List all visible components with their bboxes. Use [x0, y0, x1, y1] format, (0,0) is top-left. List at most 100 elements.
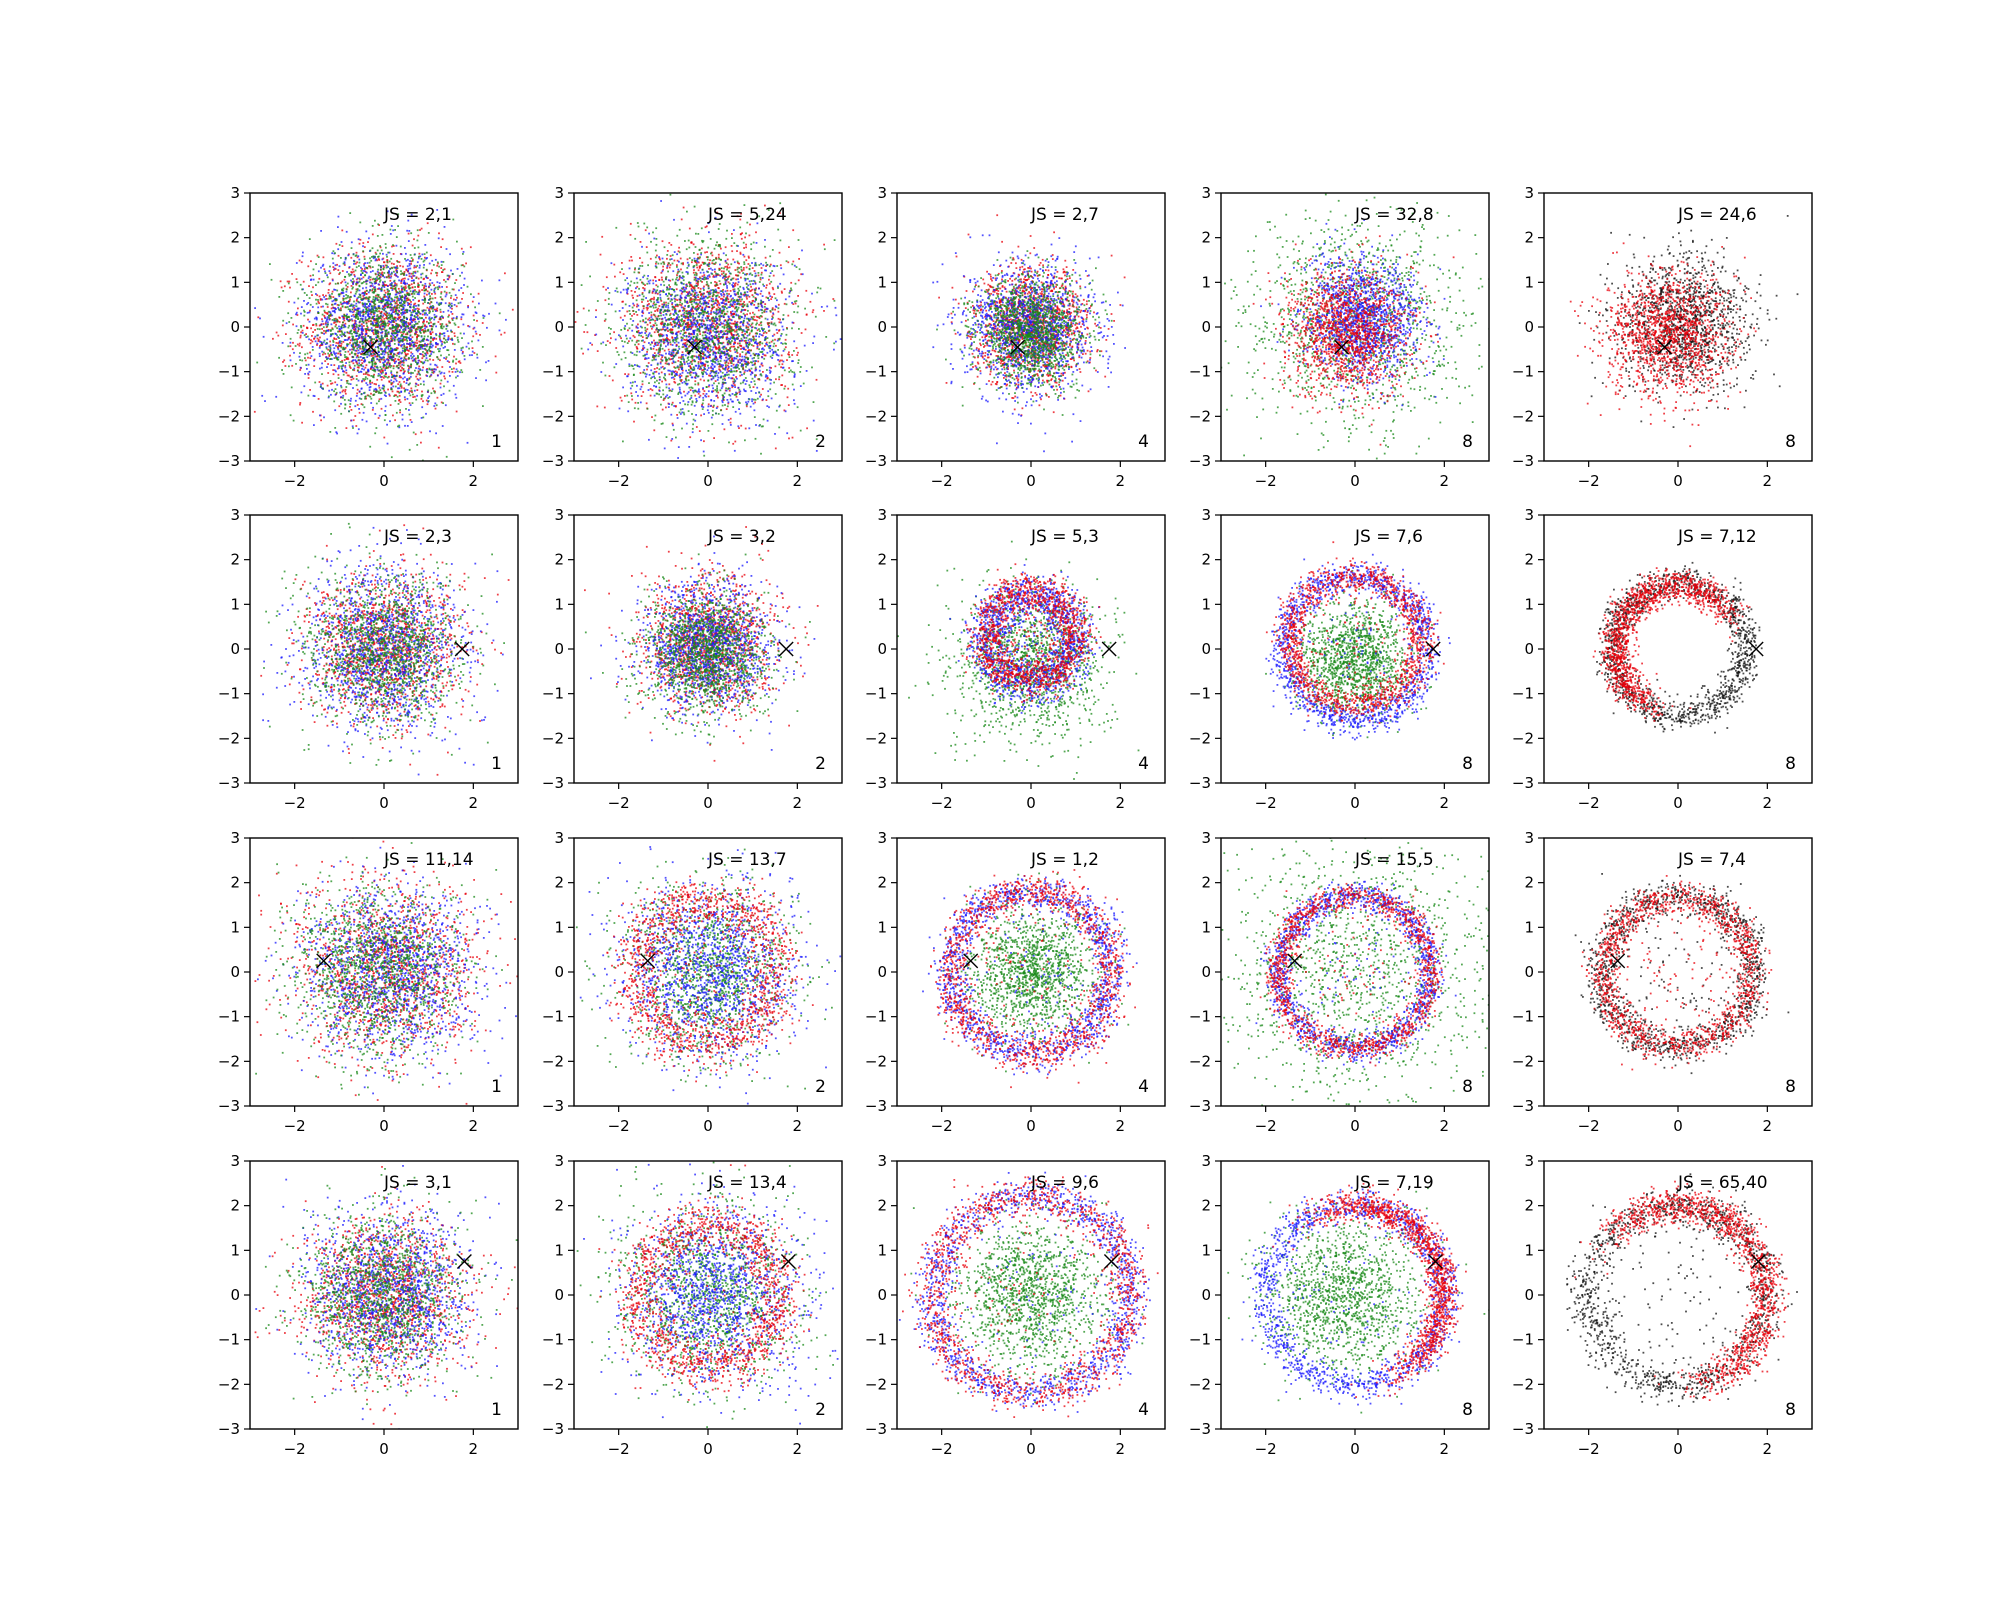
scatter-point: [364, 398, 366, 400]
scatter-point: [674, 260, 676, 262]
scatter-point: [706, 251, 708, 253]
scatter-point: [323, 315, 325, 317]
scatter-point: [774, 309, 776, 311]
scatter-point: [374, 257, 376, 259]
scatter-point: [374, 325, 376, 327]
scatter-point: [774, 339, 776, 341]
scatter-point: [300, 337, 302, 339]
scatter-point: [316, 303, 318, 305]
scatter-point: [406, 382, 408, 384]
scatter-point: [447, 381, 449, 383]
scatter-point: [414, 265, 416, 267]
scatter-point: [397, 391, 399, 393]
scatter-point: [377, 318, 379, 320]
scatter-point: [718, 296, 720, 298]
scatter-point: [369, 389, 371, 391]
scatter-point: [402, 266, 404, 268]
scatter-point: [420, 277, 422, 279]
scatter-point: [350, 330, 352, 332]
scatter-point: [351, 409, 353, 411]
scatter-point: [405, 347, 407, 349]
scatter-point: [335, 289, 337, 291]
scatter-point: [309, 389, 311, 391]
scatter-point: [336, 342, 338, 344]
scatter-point: [753, 316, 755, 318]
scatter-point: [465, 263, 467, 265]
scatter-point: [454, 349, 456, 351]
scatter-point: [728, 301, 730, 303]
scatter-point: [741, 238, 743, 240]
scatter-point: [381, 359, 383, 361]
scatter-point: [362, 302, 364, 304]
scatter-point: [415, 316, 417, 318]
scatter-point: [805, 329, 807, 331]
scatter-point: [697, 253, 699, 255]
scatter-point: [734, 441, 736, 443]
scatter-point: [376, 403, 378, 405]
scatter-point: [354, 295, 356, 297]
scatter-point: [315, 293, 317, 295]
scatter-point: [371, 305, 373, 307]
scatter-point: [325, 312, 327, 314]
scatter-point: [632, 297, 634, 299]
scatter-point: [633, 313, 635, 315]
scatter-point: [372, 409, 374, 411]
scatter-point: [735, 376, 737, 378]
scatter-point: [373, 360, 375, 362]
scatter-point: [423, 278, 425, 280]
scatter-point: [443, 279, 445, 281]
scatter-point: [432, 331, 434, 333]
scatter-point: [357, 433, 359, 435]
scatter-point: [429, 376, 431, 378]
scatter-point: [373, 358, 375, 360]
scatter-point: [336, 243, 338, 245]
scatter-point: [672, 309, 674, 311]
scatter-point: [447, 316, 449, 318]
scatter-point: [387, 322, 389, 324]
scatter-point: [436, 404, 438, 406]
scatter-point: [703, 440, 705, 442]
scatter-point: [529, 239, 531, 241]
scatter-point: [391, 339, 393, 341]
scatter-point: [300, 331, 302, 333]
scatter-point: [410, 301, 412, 303]
scatter-point: [339, 334, 341, 336]
scatter-point: [453, 317, 455, 319]
scatter-point: [333, 390, 335, 392]
scatter-point: [299, 345, 301, 347]
scatter-point: [440, 355, 442, 357]
scatter-point: [344, 408, 346, 410]
scatter-point: [341, 241, 343, 243]
scatter-point: [322, 314, 324, 316]
scatter-point: [308, 364, 310, 366]
scatter-point: [723, 296, 725, 298]
scatter-point: [425, 413, 427, 415]
scatter-point: [596, 406, 598, 408]
scatter-point: [437, 366, 439, 368]
scatter-point: [386, 335, 388, 337]
scatter-point: [313, 365, 315, 367]
scatter-point: [396, 291, 398, 293]
scatter-point: [364, 274, 366, 276]
scatter-point: [388, 339, 390, 341]
scatter-point: [422, 340, 424, 342]
scatter-point: [408, 285, 410, 287]
scatter-point: [365, 344, 367, 346]
scatter-point: [384, 344, 386, 346]
scatter-point: [662, 240, 664, 242]
scatter-point: [676, 414, 678, 416]
scatter-point: [676, 264, 678, 266]
scatter-point: [332, 258, 334, 260]
scatter-point: [399, 329, 401, 331]
scatter-point: [369, 330, 371, 332]
scatter-point: [788, 438, 790, 440]
scatter-point: [339, 351, 341, 353]
scatter-point: [313, 269, 315, 271]
scatter-point: [400, 327, 402, 329]
scatter-point: [397, 267, 399, 269]
scatter-point: [646, 369, 648, 371]
scatter-point: [420, 332, 422, 334]
scatter-point: [382, 326, 384, 328]
scatter-point: [288, 283, 290, 285]
scatter-point: [460, 333, 462, 335]
